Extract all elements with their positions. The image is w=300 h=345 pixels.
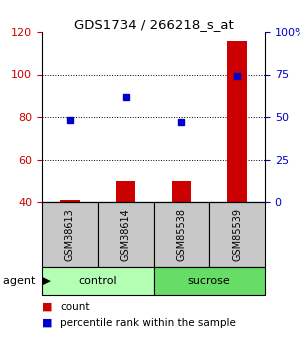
Bar [227, 40, 247, 202]
Text: GSM38614: GSM38614 [121, 208, 130, 261]
Bar [116, 181, 135, 202]
Bar [60, 200, 80, 202]
Text: percentile rank within the sample: percentile rank within the sample [60, 318, 236, 328]
Text: GSM85539: GSM85539 [232, 208, 242, 261]
Text: ■: ■ [42, 302, 52, 312]
Text: sucrose: sucrose [188, 276, 231, 286]
Bar [42, 267, 154, 295]
Text: control: control [78, 276, 117, 286]
Bar [209, 202, 265, 267]
Bar [154, 267, 265, 295]
Text: GSM85538: GSM85538 [176, 208, 186, 261]
Bar [172, 181, 191, 202]
Text: ■: ■ [42, 318, 52, 328]
Text: agent  ▶: agent ▶ [3, 276, 51, 286]
Bar [154, 202, 209, 267]
Text: GSM38613: GSM38613 [65, 208, 75, 261]
Title: GDS1734 / 266218_s_at: GDS1734 / 266218_s_at [74, 18, 233, 31]
Bar [98, 202, 154, 267]
Bar [42, 202, 98, 267]
Text: count: count [60, 302, 89, 312]
